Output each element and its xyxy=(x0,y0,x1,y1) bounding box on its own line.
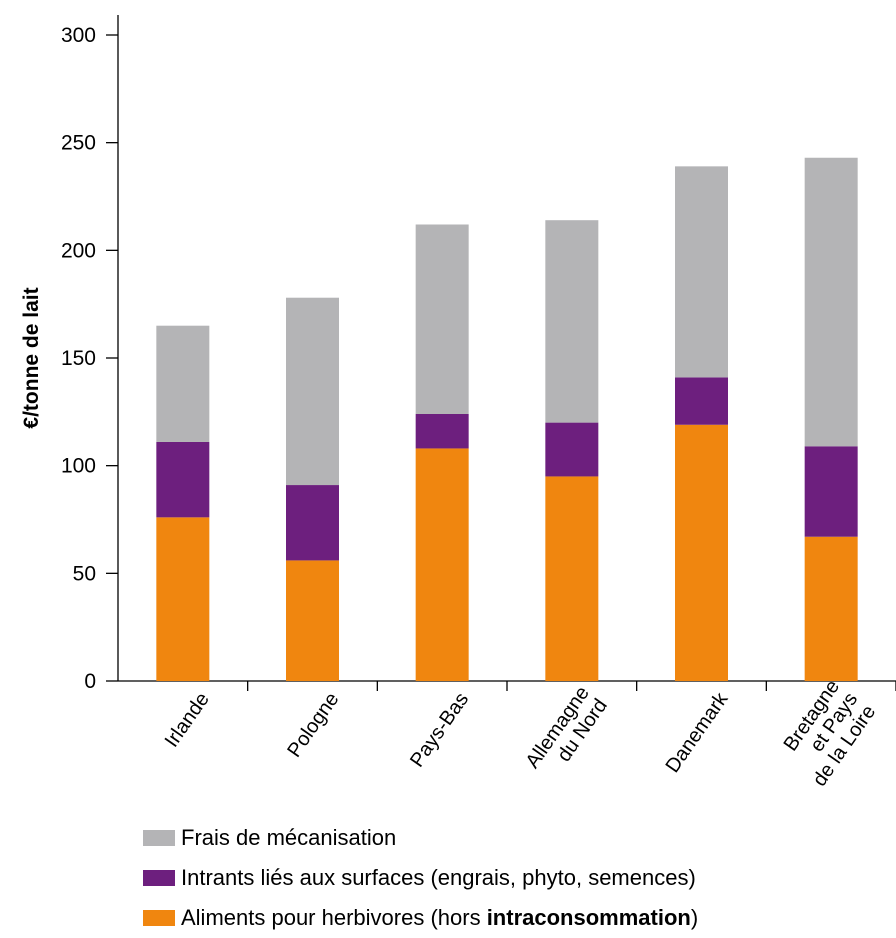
bar-segment xyxy=(286,297,339,486)
x-tick-label: Pologne xyxy=(283,689,343,762)
bar-segment xyxy=(545,476,599,681)
bar-segment xyxy=(286,560,339,681)
y-tick-label: 0 xyxy=(84,670,96,693)
y-tick-label: 250 xyxy=(61,132,96,155)
bar-segment xyxy=(804,446,858,537)
legend-item-intrants: Intrants liés aux surfaces (engrais, phy… xyxy=(143,858,698,898)
x-tick-label-line: Pologne xyxy=(283,689,343,762)
bar-segment xyxy=(415,224,469,414)
x-tick-label: Bretagneet Paysde la Loire xyxy=(773,676,881,790)
x-tick-label-line: Pays-Bas xyxy=(406,689,473,772)
legend-item-mecanisation: Frais de mécanisation xyxy=(143,818,698,858)
bar-segment xyxy=(415,448,469,681)
y-tick-label: 150 xyxy=(61,347,96,370)
x-tick-label: Allemagnedu Nord xyxy=(522,682,612,785)
x-tick-label: Pays-Bas xyxy=(406,689,473,772)
bar-segment xyxy=(675,166,728,378)
y-tick-label: 300 xyxy=(61,24,96,47)
legend-label-intrants: Intrants liés aux surfaces (engrais, phy… xyxy=(181,865,696,890)
x-tick-label: Irlande xyxy=(161,689,214,752)
legend-swatch-intrants xyxy=(143,870,175,886)
bar-segment xyxy=(804,536,858,681)
x-tick-label-line: Danemark xyxy=(662,688,734,777)
y-axis-label: €/tonne de lait xyxy=(20,287,43,428)
legend-swatch-aliments xyxy=(143,910,175,926)
bars xyxy=(156,157,896,691)
bar-segment xyxy=(415,413,469,449)
x-axis-labels: Irlande Pologne Pays-Bas Allemagnedu Nord Da… xyxy=(161,676,880,790)
bar-segment xyxy=(156,517,210,681)
bar-segment xyxy=(675,424,728,681)
bar-segment xyxy=(156,325,210,442)
x-tick-label: Danemark xyxy=(662,688,734,777)
bar-segment xyxy=(545,422,599,477)
bar-segment xyxy=(675,377,728,425)
y-tick-label: 50 xyxy=(73,562,96,585)
legend-label-aliments-text: Aliments pour herbivores (hors xyxy=(181,905,487,930)
y-tick-label: 200 xyxy=(61,239,96,262)
bar-segment xyxy=(545,220,599,423)
legend-label-aliments-suffix: ) xyxy=(690,905,699,930)
legend-label-aliments-bold: intraconsommation xyxy=(486,905,691,930)
bar-segment xyxy=(804,157,858,447)
legend-label-mecanisation: Frais de mécanisation xyxy=(181,825,397,850)
legend-swatch-mecanisation xyxy=(143,830,175,846)
bar-segment xyxy=(156,441,210,518)
legend-item-aliments: Aliments pour herbivores (hors intracons… xyxy=(143,898,698,938)
bar-segment xyxy=(286,485,339,561)
stacked-bar-chart: 0 50 100 150 200 250 300 Irlande Pologne Pays-Ba… xyxy=(20,15,896,790)
legend: Frais de mécanisation Intrants liés aux … xyxy=(143,818,698,938)
legend-label-aliments: Aliments pour herbivores (hors intracons… xyxy=(181,905,698,931)
y-tick-label: 100 xyxy=(61,455,96,478)
x-tick-label-line: Irlande xyxy=(161,689,214,752)
